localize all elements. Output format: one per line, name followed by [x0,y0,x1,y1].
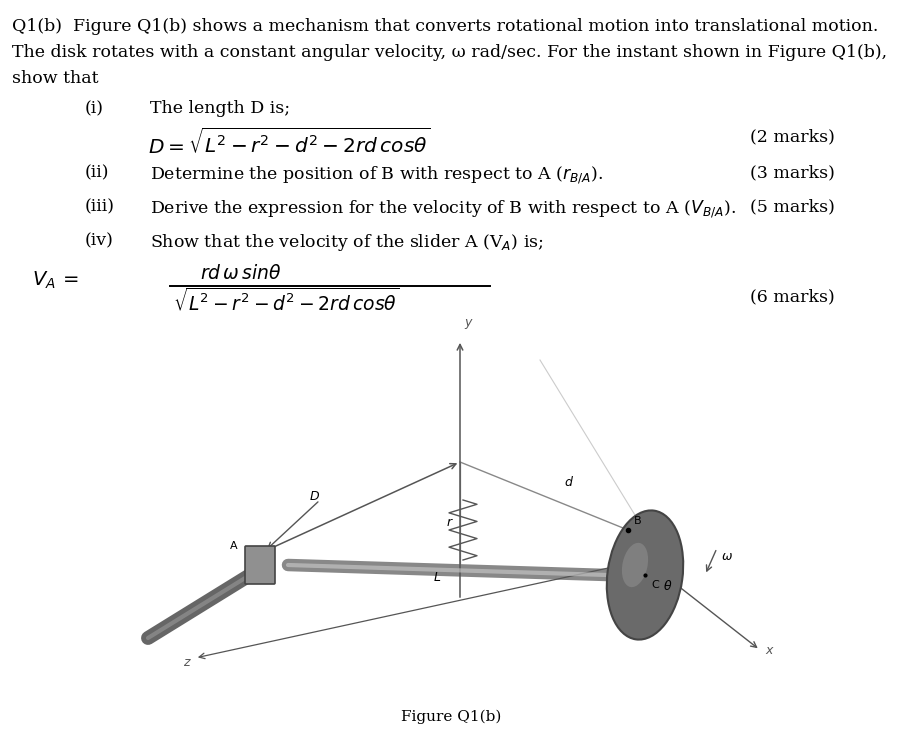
Text: x: x [765,644,772,657]
Text: y: y [464,316,472,329]
Text: $V_A\,=$: $V_A\,=$ [32,270,78,291]
Text: z: z [183,656,189,669]
Text: show that: show that [12,70,98,87]
FancyBboxPatch shape [245,546,275,584]
Text: (ii): (ii) [85,164,109,181]
Text: The disk rotates with a constant angular velocity, ω rad/sec. For the instant sh: The disk rotates with a constant angular… [12,44,888,61]
Text: C: C [651,580,658,590]
Text: Q1(b)  Figure Q1(b) shows a mechanism that converts rotational motion into trans: Q1(b) Figure Q1(b) shows a mechanism tha… [12,18,879,35]
Text: (iv): (iv) [85,232,114,249]
Text: $\sqrt{L^2-r^2-d^2-2rd\,cos\theta}$: $\sqrt{L^2-r^2-d^2-2rd\,cos\theta}$ [173,288,400,315]
Text: $\omega$: $\omega$ [721,550,733,563]
Text: (i): (i) [85,100,104,117]
Text: Derive the expression for the velocity of B with respect to A ($V_{B/A}$).: Derive the expression for the velocity o… [150,198,736,220]
Text: Show that the velocity of the slider A (V$_A$) is;: Show that the velocity of the slider A (… [150,232,544,253]
Ellipse shape [607,510,683,639]
Text: (2 marks): (2 marks) [750,128,835,145]
Text: B: B [634,516,641,526]
Text: (3 marks): (3 marks) [750,164,835,181]
Text: $D = \sqrt{L^2 - r^2 - d^2 - 2rd\,cos\theta}$: $D = \sqrt{L^2 - r^2 - d^2 - 2rd\,cos\th… [148,128,430,158]
Text: (5 marks): (5 marks) [750,198,835,215]
Ellipse shape [621,543,649,587]
Text: $rd\,\omega\,sin\theta$: $rd\,\omega\,sin\theta$ [200,264,281,283]
Text: $\theta$: $\theta$ [663,579,672,593]
Text: (iii): (iii) [85,198,115,215]
Text: D: D [310,490,319,503]
Text: r: r [447,516,452,529]
Text: d: d [564,476,572,489]
Text: Determine the position of B with respect to A ($r_{B/A}$).: Determine the position of B with respect… [150,164,603,186]
Text: Figure Q1(b): Figure Q1(b) [400,710,502,725]
Text: L: L [434,571,440,584]
Text: A: A [230,541,237,551]
Text: The length D is;: The length D is; [150,100,290,117]
Text: (6 marks): (6 marks) [750,288,834,305]
